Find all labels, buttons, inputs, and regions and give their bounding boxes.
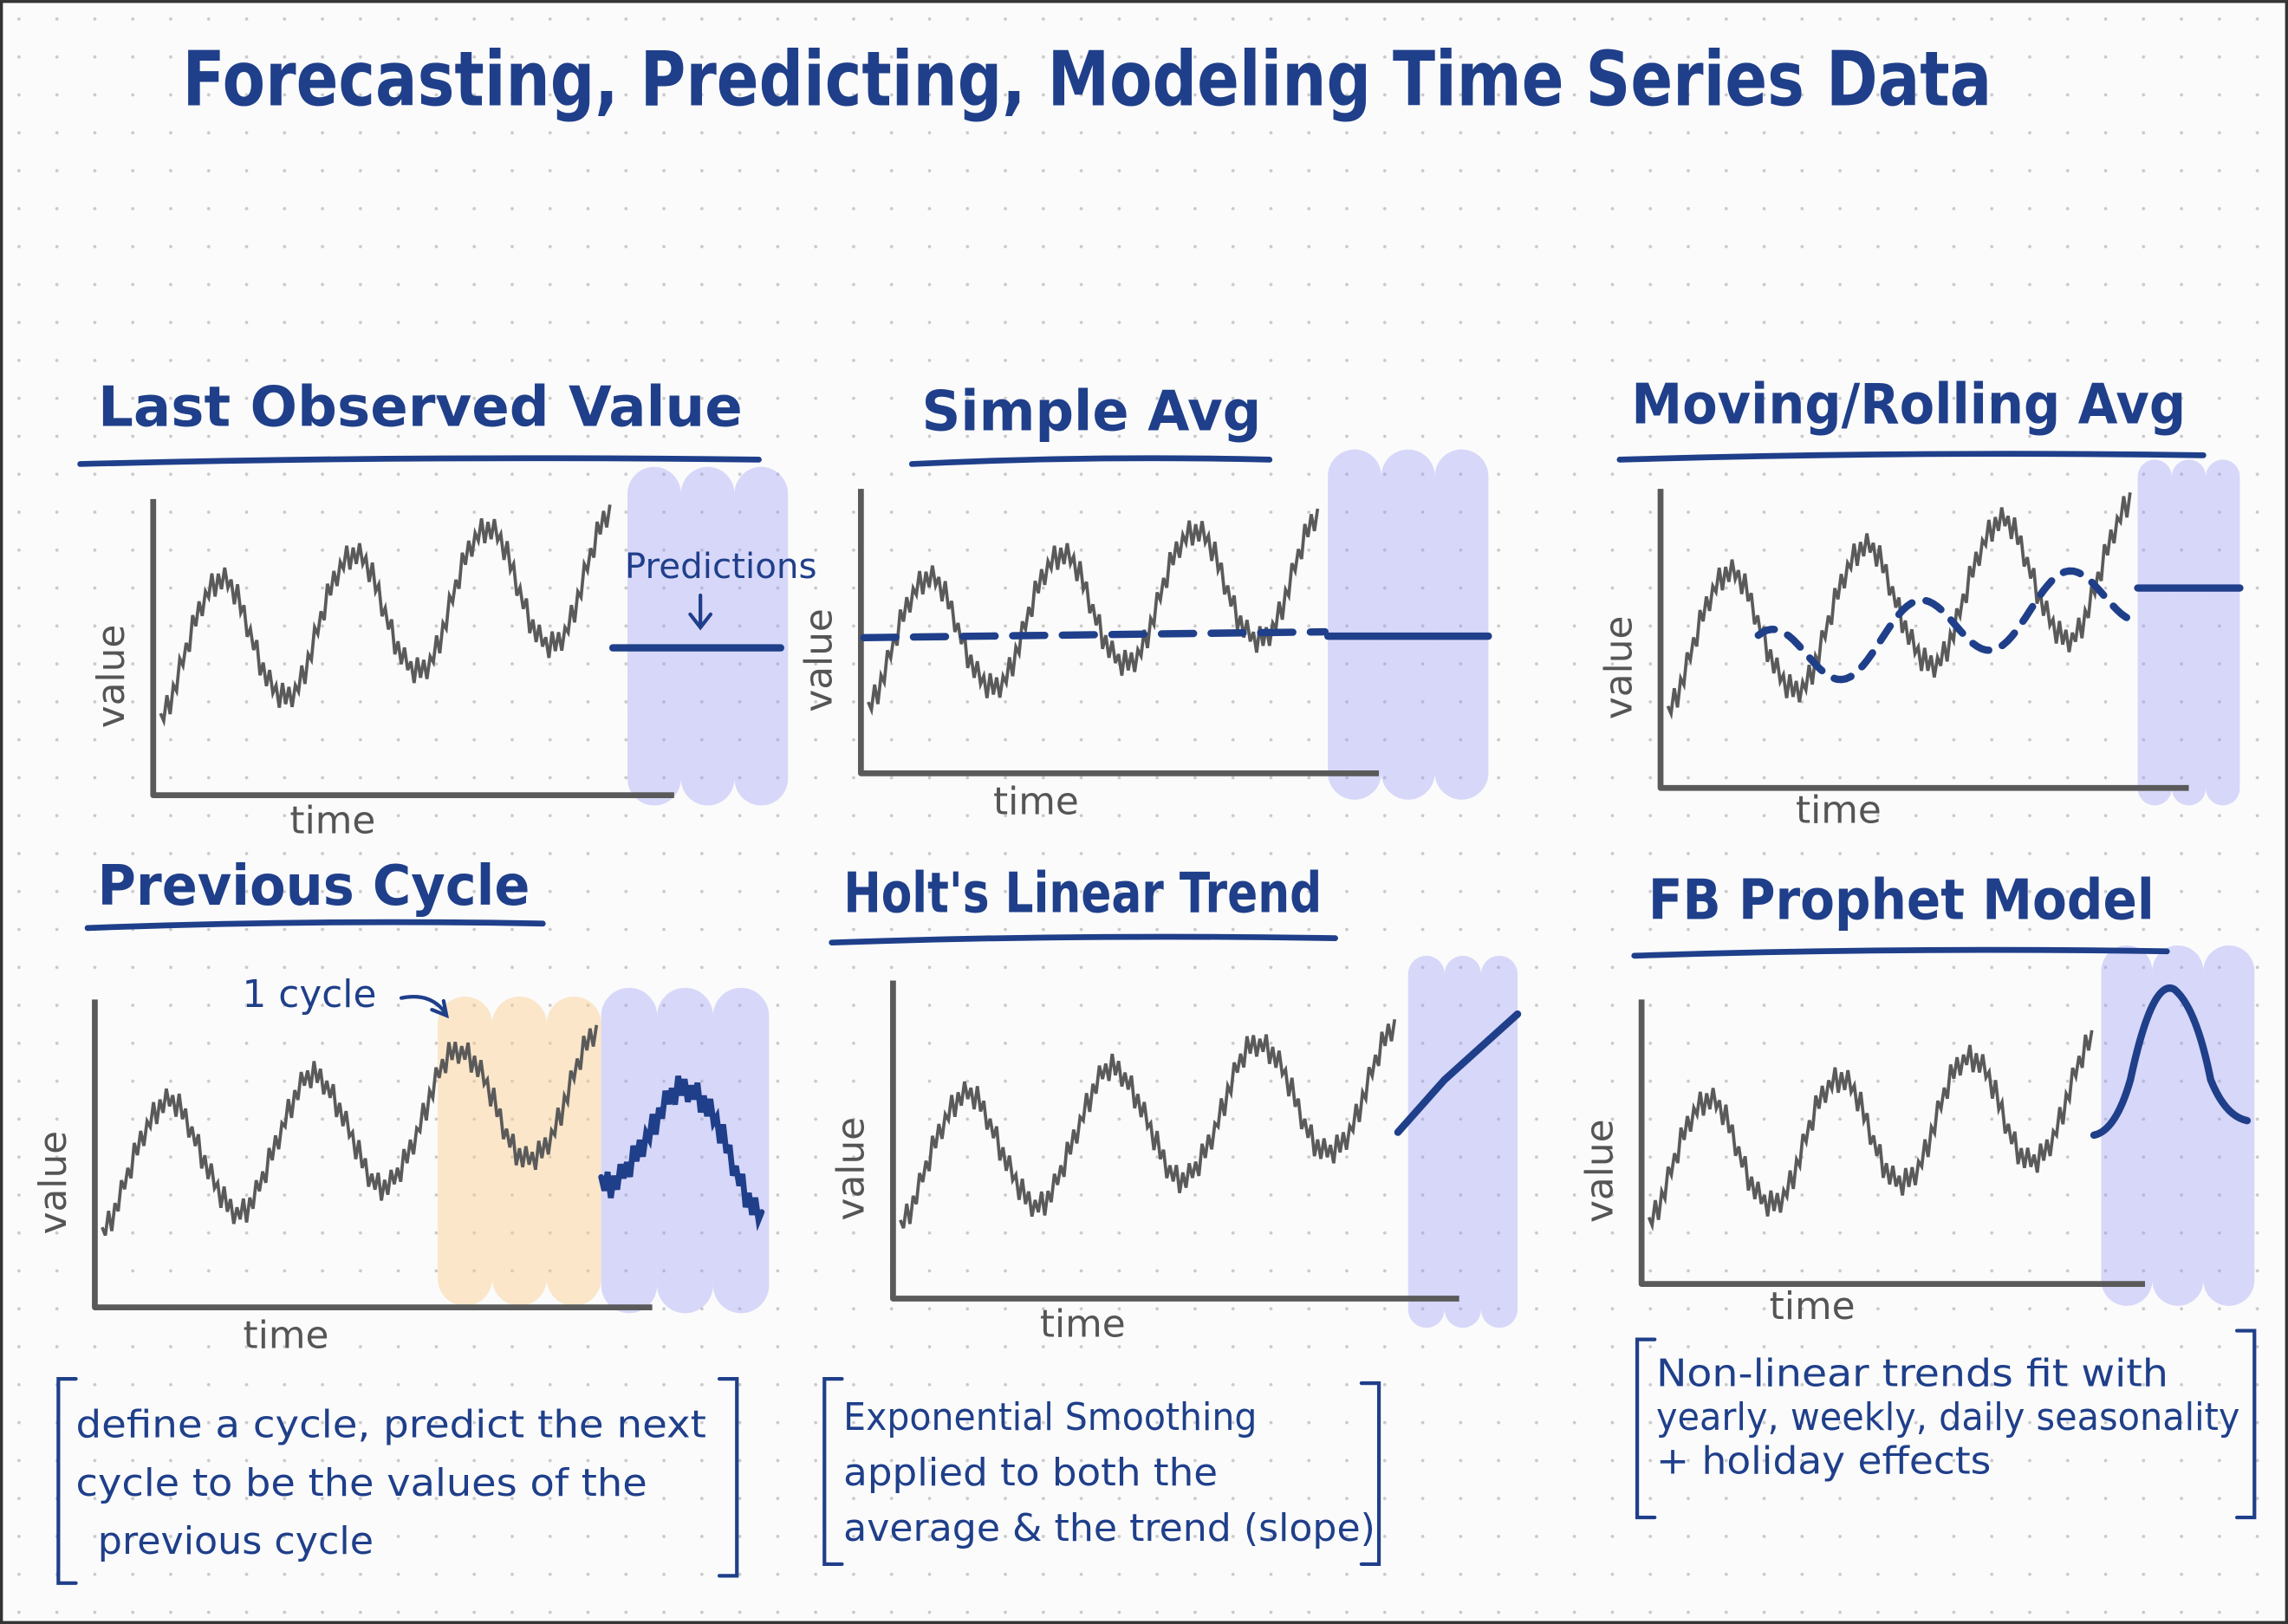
observed-series	[159, 504, 612, 727]
prediction-band	[2152, 945, 2204, 1306]
panel: FB Prophet Model value time	[1577, 869, 2255, 1328]
annotation-arrow	[399, 995, 450, 1019]
note-line: cycle to be the values of the	[76, 1461, 647, 1505]
note-bracket	[1359, 1381, 1381, 1567]
y-axis-label: value	[829, 1117, 874, 1221]
x-axis-label: time	[1040, 1302, 1126, 1346]
x-axis-label: time	[289, 798, 375, 842]
y-axis-label: value	[1596, 616, 1641, 720]
axes	[150, 498, 674, 799]
prediction-band	[712, 987, 770, 1314]
prediction-band	[438, 996, 492, 1306]
note-line: yearly, weekly, daily seasonality	[1656, 1395, 2239, 1439]
observed-series	[101, 1024, 599, 1237]
title-underline	[829, 933, 1338, 946]
x-axis-label: time	[244, 1314, 329, 1358]
y-axis-label: value	[31, 1131, 75, 1235]
note-line: + holiday effects	[1656, 1439, 1991, 1484]
prediction-cycle	[598, 1075, 765, 1231]
note-bracket	[717, 1377, 739, 1578]
note-bracket	[2234, 1328, 2257, 1520]
prediction-band	[1381, 449, 1435, 800]
axes	[1657, 489, 2189, 791]
note-line: Non-linear trends fit with	[1656, 1352, 2168, 1396]
x-axis-label: time	[993, 780, 1079, 824]
title-underline	[84, 919, 546, 932]
prediction-band	[1328, 449, 1381, 800]
title-underline	[1616, 451, 2207, 463]
prediction-band	[627, 466, 681, 806]
title-underline	[1631, 946, 2170, 959]
x-axis-label: time	[1770, 1284, 1856, 1328]
observed-series	[1666, 492, 2132, 720]
annotation: 1 cycle	[243, 972, 377, 1017]
panel: Last Observed Value value time Predictions	[77, 376, 817, 842]
note: define a cycle, predict the next cycle to…	[56, 1377, 739, 1585]
prediction-band	[1444, 955, 1481, 1328]
panel: Moving/Rolling Avg value time	[1596, 373, 2244, 833]
panel-title: Previous Cycle	[97, 854, 530, 919]
axes	[1638, 999, 2145, 1288]
x-axis-label: time	[1796, 789, 1882, 833]
note-bracket	[822, 1377, 844, 1567]
prediction-band	[1480, 955, 1518, 1328]
page-title: Forecasting, Predicting, Modeling Time S…	[182, 35, 1992, 123]
axes	[858, 489, 1380, 776]
axes	[890, 980, 1459, 1302]
panel-title: FB Prophet Model	[1648, 869, 2155, 933]
observed-series	[1647, 1030, 2094, 1232]
note-line: previous cycle	[98, 1519, 374, 1563]
prediction-band	[546, 996, 601, 1306]
annotation: Predictions	[625, 545, 817, 587]
prediction-line	[1394, 1010, 1522, 1136]
prediction-band	[734, 466, 789, 806]
note-line: average & the trend (slope)	[843, 1506, 1375, 1550]
prediction-band	[1407, 955, 1445, 1328]
title-underline	[77, 455, 762, 467]
average-line	[860, 627, 1329, 642]
note-line: Exponential Smoothing	[843, 1395, 1257, 1439]
observed-series	[899, 1018, 1397, 1229]
prediction-band	[2206, 459, 2240, 806]
panel-title: Holt's Linear Trend	[843, 861, 1322, 926]
y-axis-label: value	[89, 625, 133, 729]
note-line: define a cycle, predict the next	[76, 1402, 706, 1446]
panel: Simple Avg value time	[797, 380, 1492, 824]
note: Exponential Smoothing applied to both the…	[822, 1377, 1381, 1567]
prediction-curve	[2090, 984, 2252, 1140]
prediction-band	[657, 987, 713, 1314]
prediction-band	[2137, 459, 2172, 806]
prediction-band	[2203, 945, 2255, 1306]
axes	[92, 999, 653, 1310]
panel-title: Simple Avg	[921, 380, 1261, 445]
prediction-band	[1434, 449, 1489, 800]
note-line: applied to both the	[843, 1451, 1218, 1495]
panel-title: Last Observed Value	[98, 376, 743, 440]
panel-title: Moving/Rolling Avg	[1631, 373, 2186, 437]
note-bracket	[56, 1377, 78, 1585]
title-underline	[908, 455, 1273, 467]
prediction-band	[680, 466, 735, 806]
note-bracket	[1635, 1337, 1657, 1520]
annotation-arrow	[688, 593, 713, 631]
moving-average-line	[1754, 567, 2135, 684]
panel: Previous Cycle value time 1 cycle	[31, 854, 770, 1358]
prediction-band	[601, 987, 658, 1314]
panel: Holt's Linear Trend value time	[829, 861, 1522, 1346]
y-axis-label: value	[1577, 1119, 1622, 1223]
prediction-band	[2171, 459, 2207, 806]
y-axis-label: value	[797, 608, 842, 712]
